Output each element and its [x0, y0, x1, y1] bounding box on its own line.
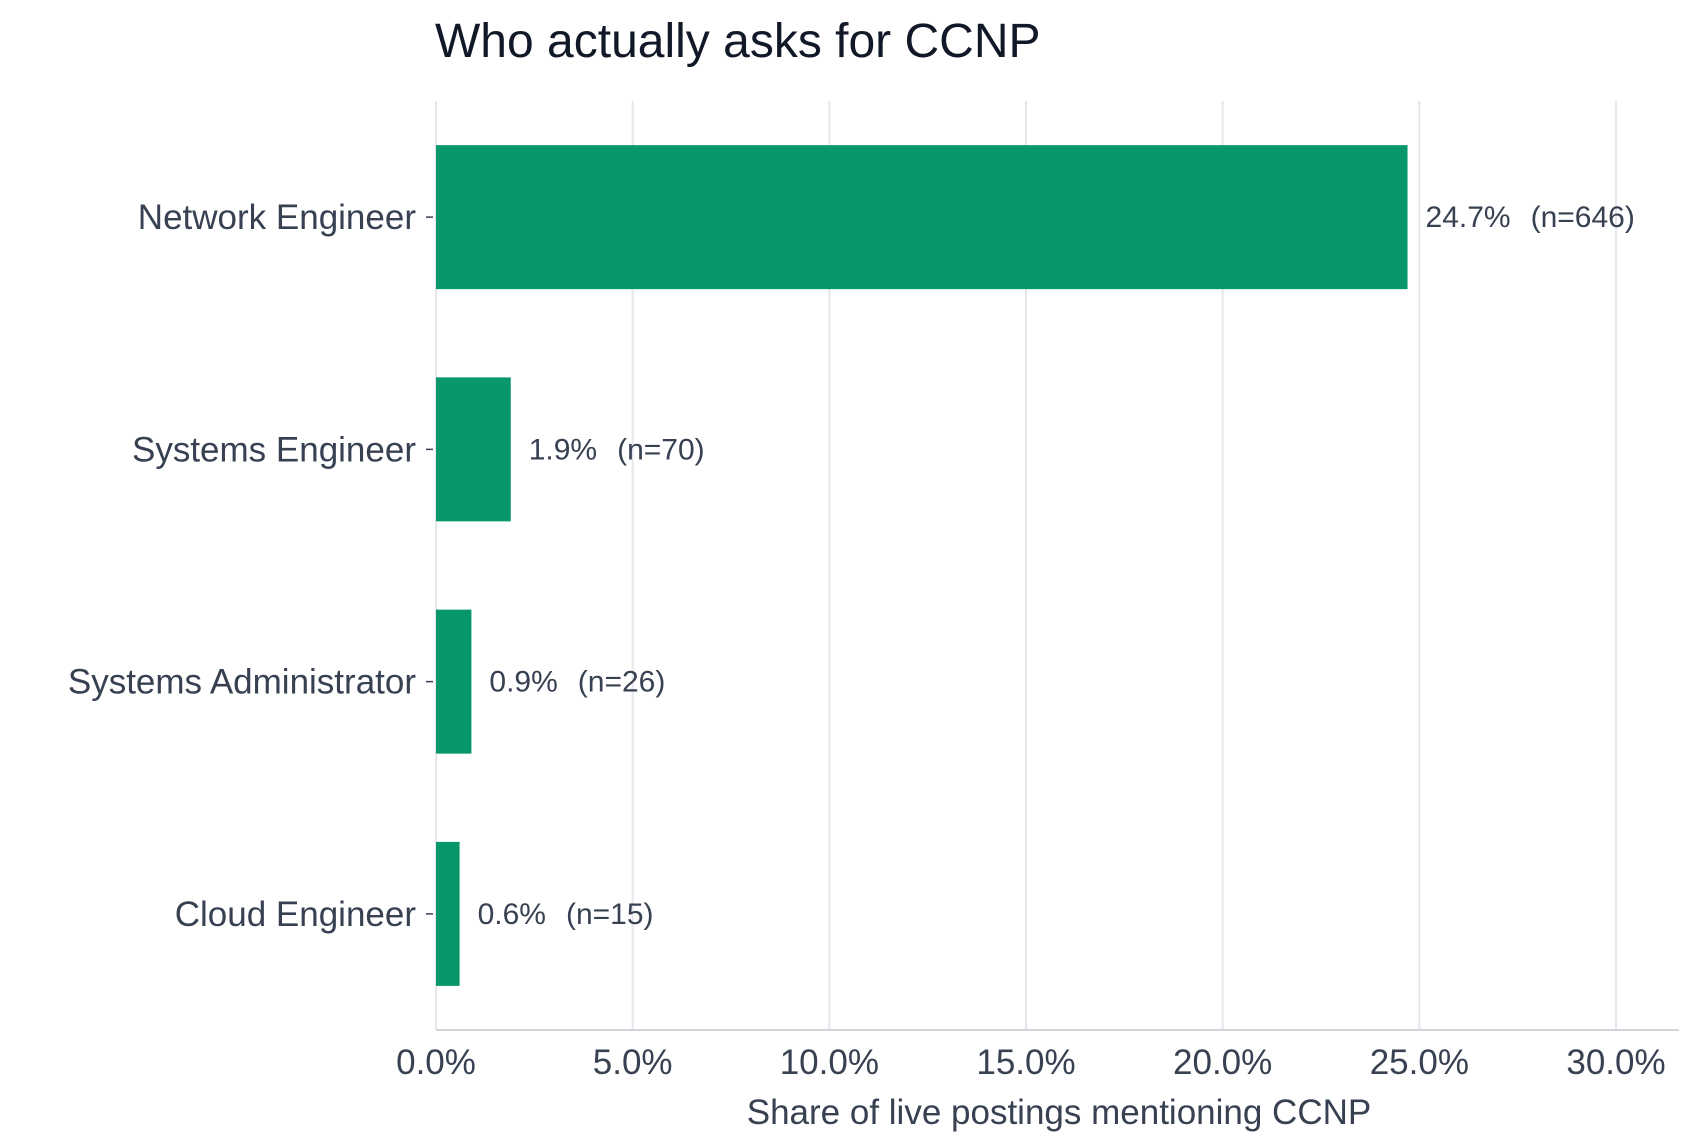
- x-tick-label: 20.0%: [1173, 1043, 1272, 1082]
- bar-value-label: 24.7%: [1426, 201, 1511, 234]
- x-tick-label: 15.0%: [976, 1043, 1075, 1082]
- x-tick-label: 25.0%: [1370, 1043, 1469, 1082]
- data-labels: 24.7% (n=646) 1.9% (n=70) 0.9% (n=26) 0.6% (n=1…: [478, 201, 1635, 931]
- category-label: Systems Administrator: [68, 663, 416, 702]
- bar: [436, 841, 460, 986]
- bar-value-label: 0.6%: [478, 898, 546, 931]
- bar: [436, 377, 511, 522]
- bar-count-label: (n=15): [566, 898, 654, 931]
- bar: [436, 145, 1408, 290]
- x-tick-label: 5.0%: [593, 1043, 673, 1082]
- bar-value-label: 1.9%: [529, 433, 597, 466]
- category-label: Network Engineer: [138, 198, 417, 237]
- x-tick-label: 10.0%: [780, 1043, 879, 1082]
- bar-value-label: 0.9%: [489, 666, 557, 699]
- bar: [436, 609, 472, 754]
- category-label: Systems Engineer: [132, 430, 416, 469]
- x-tick-label: 0.0%: [396, 1043, 476, 1082]
- bar-count-label: (n=26): [578, 666, 666, 699]
- bar-count-label: (n=70): [617, 433, 705, 466]
- category-axis: Network Engineer Systems Engineer Systems …: [68, 198, 433, 934]
- x-axis-ticks: 0.0% 5.0% 10.0% 15.0% 20.0% 25.0% 30.0%: [396, 1043, 1666, 1082]
- bar-count-label: (n=646): [1531, 201, 1635, 234]
- x-tick-label: 30.0%: [1566, 1043, 1665, 1082]
- category-label: Cloud Engineer: [175, 895, 417, 934]
- x-axis-label: Share of live postings mentioning CCNP: [747, 1093, 1371, 1132]
- chart-title: Who actually asks for CCNP: [435, 15, 1041, 68]
- bars: [436, 145, 1408, 986]
